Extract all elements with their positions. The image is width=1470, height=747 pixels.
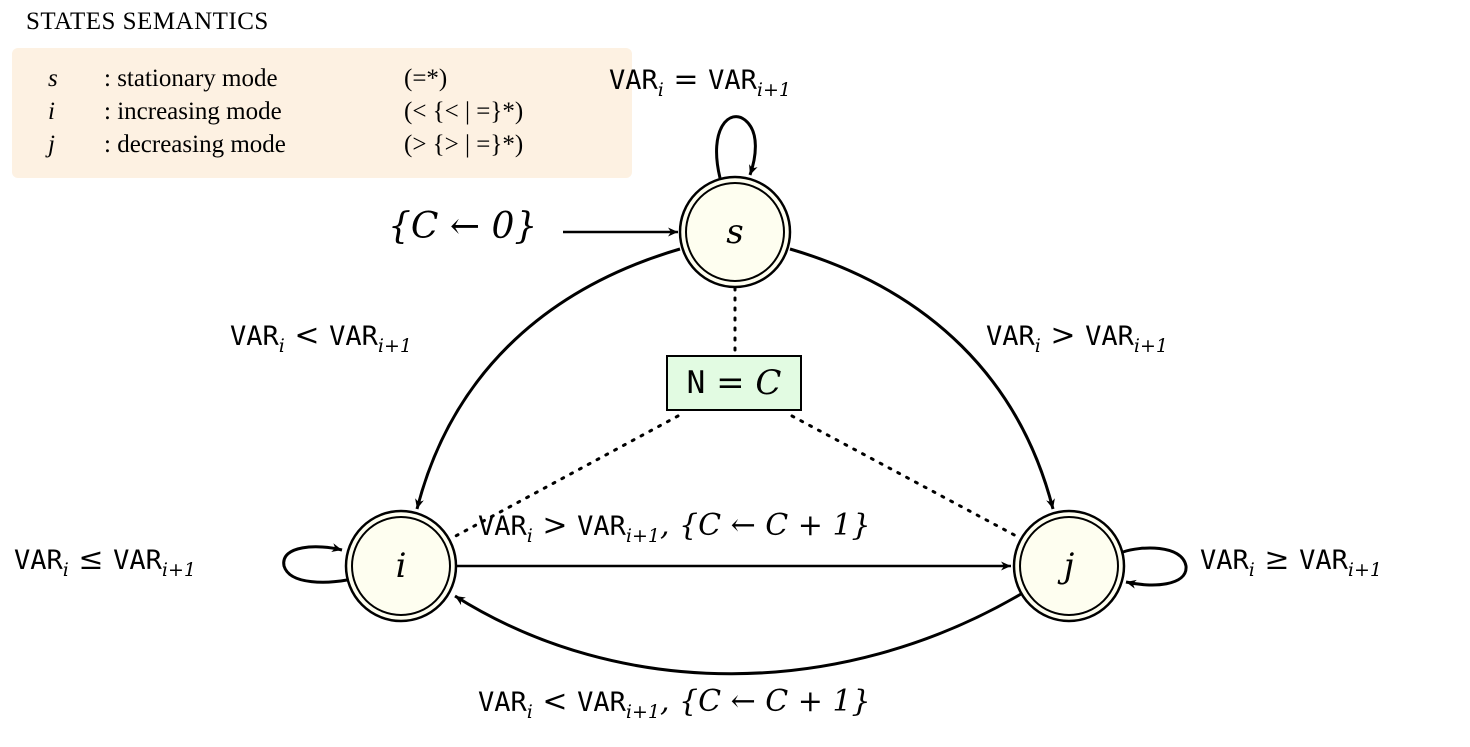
- result-variable: N: [686, 365, 706, 401]
- result-box: N = C: [666, 355, 802, 411]
- legend-description: : decreasing mode: [104, 131, 286, 158]
- label-var: VAR: [230, 321, 279, 352]
- label-j-i: VARi < VARi+1, {C ← C + 1}: [478, 684, 871, 723]
- label-update: , {C ← C + 1}: [659, 508, 871, 543]
- label-s-i: VARi < VARi+1: [230, 318, 412, 357]
- label-var2: VAR: [1299, 545, 1348, 576]
- transition-s-s: [715, 115, 758, 179]
- legend-regex: (< {< | =}*): [404, 98, 524, 125]
- state-i: [344, 509, 458, 623]
- transition-i-i: [282, 543, 348, 584]
- state-s: [678, 175, 792, 289]
- state-label-j: j: [1063, 546, 1075, 586]
- legend-symbol: j: [48, 131, 55, 158]
- label-sub: i: [62, 559, 69, 581]
- label-var: VAR: [1200, 545, 1249, 576]
- label-i-j: VARi > VARi+1, {C ← C + 1}: [478, 508, 871, 547]
- label-sub2: i+1: [377, 335, 412, 357]
- label-var2: VAR: [113, 545, 162, 576]
- legend-symbol: s: [48, 65, 58, 92]
- label-op: ≥: [1264, 542, 1290, 577]
- label-i-i: VARi ≤ VARi+1: [14, 542, 196, 581]
- label-var: VAR: [986, 321, 1035, 352]
- label-sub2: i+1: [161, 559, 196, 581]
- label-j-j: VARi ≥ VARi+1: [1200, 542, 1382, 581]
- label-var2: VAR: [1085, 321, 1134, 352]
- dotted-link-j: [790, 414, 1022, 540]
- state-label-i: i: [395, 546, 407, 586]
- label-sub2: i+1: [625, 701, 660, 723]
- transition-s-j: [789, 247, 1055, 510]
- transition-j-i: [454, 592, 1022, 676]
- label-sub: i: [526, 525, 533, 547]
- initial-update-text: {C ← 0}: [388, 206, 538, 247]
- transition-j-j: [1122, 546, 1188, 589]
- label-sub: i: [657, 79, 664, 101]
- label-sub2: i+1: [1347, 559, 1382, 581]
- initial-update-label: {C ← 0}: [388, 206, 537, 247]
- label-s-s: VARi = VARi+1: [609, 62, 791, 101]
- label-op: >: [542, 508, 568, 543]
- label-var: VAR: [478, 687, 527, 718]
- label-sub: i: [1248, 559, 1255, 581]
- label-var2: VAR: [577, 511, 626, 542]
- legend-regex: (=*): [404, 65, 448, 92]
- label-sub: i: [278, 335, 285, 357]
- label-sub: i: [1034, 335, 1041, 357]
- transition-s-i: [415, 247, 681, 510]
- state-label-s: s: [726, 212, 744, 252]
- legend-title: STATES SEMANTICS: [26, 8, 269, 35]
- label-var: VAR: [609, 65, 658, 96]
- label-sub2: i+1: [625, 525, 660, 547]
- label-op: >: [1050, 318, 1076, 353]
- label-op: <: [542, 684, 568, 719]
- state-j: [1012, 509, 1126, 623]
- legend-regex: (> {> | =}*): [404, 131, 524, 158]
- label-var2: VAR: [329, 321, 378, 352]
- label-var: VAR: [14, 545, 63, 576]
- legend-description: : stationary mode: [104, 65, 278, 92]
- label-var2: VAR: [577, 687, 626, 718]
- label-sub2: i+1: [1133, 335, 1168, 357]
- label-op: ≤: [78, 542, 104, 577]
- dotted-link-i: [450, 414, 680, 540]
- legend-box: s : stationary mode (=*) i : increasing …: [12, 48, 632, 178]
- label-op: =: [673, 62, 699, 97]
- legend-symbol: i: [48, 98, 55, 125]
- label-sub2: i+1: [756, 79, 791, 101]
- result-value: C: [755, 363, 782, 403]
- label-op: <: [294, 318, 320, 353]
- label-var2: VAR: [708, 65, 757, 96]
- result-operator: =: [705, 363, 756, 403]
- label-var: VAR: [478, 511, 527, 542]
- label-sub: i: [526, 701, 533, 723]
- label-update: , {C ← C + 1}: [659, 684, 871, 719]
- label-s-j: VARi > VARi+1: [986, 318, 1168, 357]
- legend-description: : increasing mode: [104, 98, 282, 125]
